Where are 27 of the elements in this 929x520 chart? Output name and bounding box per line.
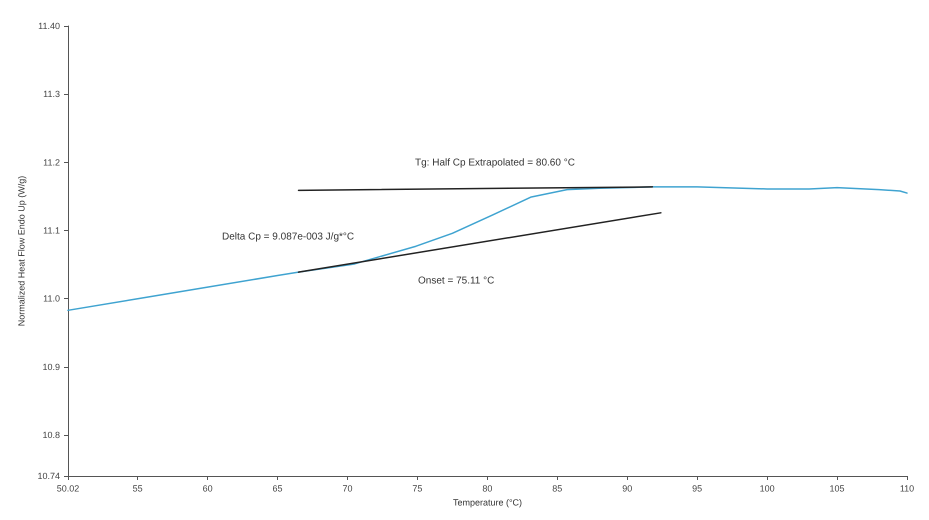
- x-tick-label: 110: [900, 484, 914, 494]
- x-tick-label: 50.02: [56, 484, 80, 494]
- y-tick-label: 11.2: [43, 157, 60, 168]
- y-axis-title: Normalized Heat Flow Endo Up (W/g): [16, 176, 26, 326]
- x-tick-label: 55: [132, 484, 143, 494]
- x-tick-label: 85: [552, 484, 562, 494]
- x-tick-label: 95: [692, 484, 702, 494]
- x-tick-label: 80: [482, 484, 492, 494]
- x-axis-title: Temperature (°C): [452, 498, 522, 508]
- y-tick-label: 10.74: [37, 471, 60, 481]
- y-tick-label: 10.8: [42, 430, 60, 440]
- x-tick-label: 90: [622, 484, 632, 494]
- x-tick-label: 75: [412, 484, 422, 494]
- y-tick-label: 11.3: [43, 89, 60, 100]
- y-tick-label: 11.1: [43, 226, 60, 236]
- y-tick-label: 11.40: [38, 21, 60, 31]
- annotation: Delta Cp = 9.087e-003 J/g*°C: [222, 232, 354, 242]
- line-series: [67, 186, 908, 312]
- x-tick-label: 100: [760, 484, 775, 494]
- x-tick-label: 60: [202, 484, 213, 494]
- x-tick-label: 65: [272, 484, 283, 494]
- y-tick-label: 10.9: [42, 362, 60, 372]
- annotation: Onset = 75.11 °C: [418, 276, 494, 286]
- x-tick-label: 105: [830, 484, 845, 494]
- y-tick-label: 11.0: [43, 294, 60, 304]
- annotation: Tg: Half Cp Extrapolated = 80.60 °C: [415, 158, 575, 168]
- x-tick-label: 70: [342, 484, 352, 494]
